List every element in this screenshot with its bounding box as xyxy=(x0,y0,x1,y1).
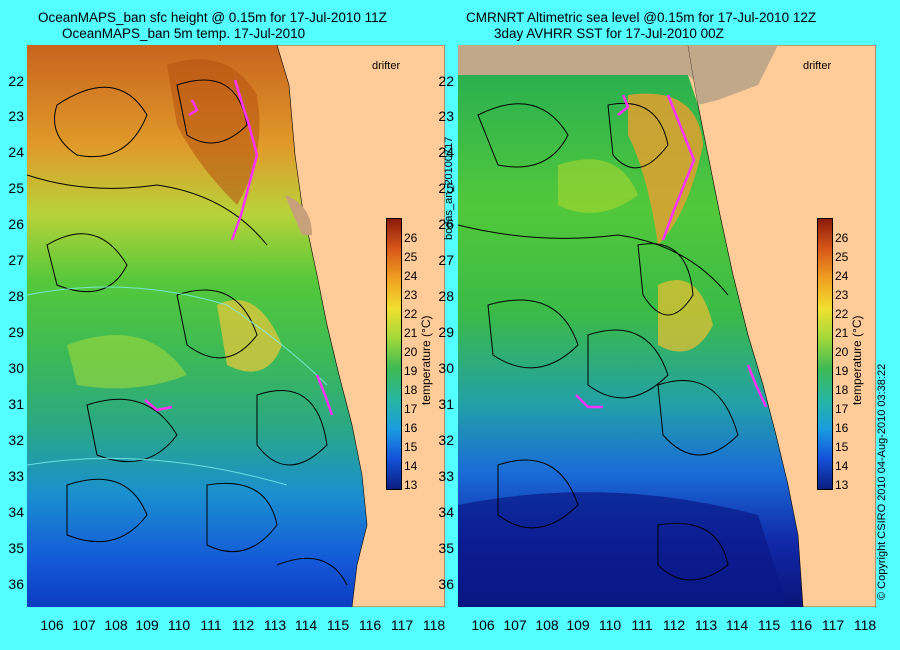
drifter-tracks xyxy=(575,94,768,409)
ocean-area xyxy=(458,75,803,607)
ocean-area xyxy=(27,45,367,607)
right-map-panel: drifter xyxy=(458,45,876,607)
drifter-tracks xyxy=(144,79,334,416)
sea-level-contours xyxy=(458,102,739,581)
right-drifter-label: drifter xyxy=(803,60,832,72)
left-map-panel: drifter xyxy=(27,45,445,607)
left-drifter-label: drifter xyxy=(372,60,401,72)
left-title-line2: OceanMAPS_ban 5m temp. 17-Jul-2010 xyxy=(62,26,306,41)
copyright-label: © Copyright CSIRO 2010 04-Aug-2010 03:38… xyxy=(876,363,888,600)
right-map-svg xyxy=(458,45,876,607)
left-map-svg xyxy=(27,45,445,607)
left-colorbar-label: temperature (°C) xyxy=(419,315,433,406)
right-colorbar-label: temperature (°C) xyxy=(850,315,864,406)
right-title-line2: 3day AVHRR SST for 17-Jul-2010 00Z xyxy=(494,26,724,41)
coastline-land xyxy=(276,45,445,607)
left-title-line1: OceanMAPS_ban sfc height @ 0.15m for 17-… xyxy=(38,10,387,25)
left-colorbar xyxy=(386,218,402,490)
right-colorbar xyxy=(817,218,833,490)
right-title-line1: CMRNRT Altimetric sea level @0.15m for 1… xyxy=(466,10,817,25)
